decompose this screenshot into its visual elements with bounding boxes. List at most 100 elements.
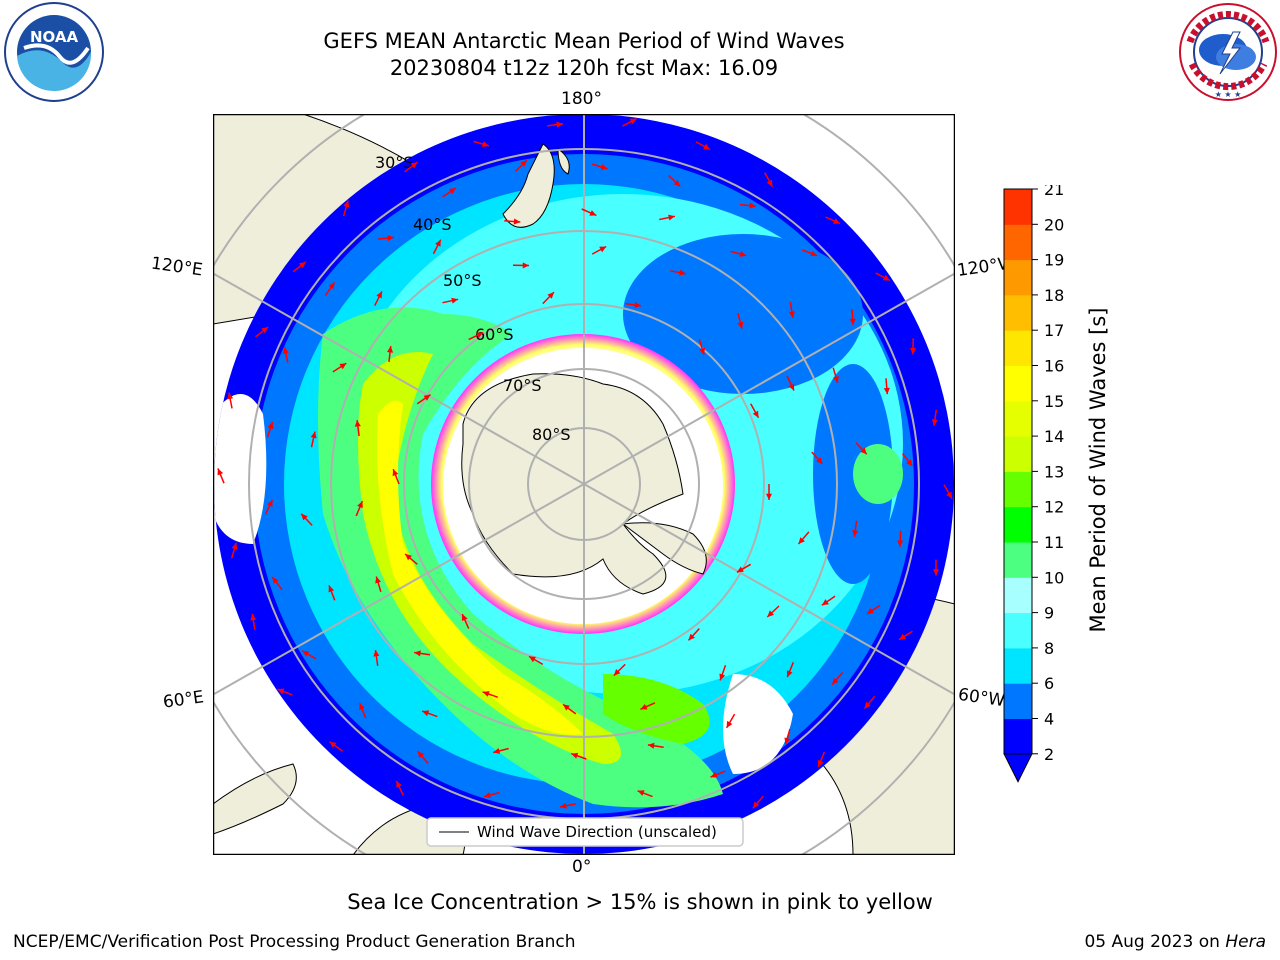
wind-arrow-head: [272, 577, 279, 584]
wind-arrow-head: [932, 569, 939, 576]
wind-arrow-head: [899, 633, 906, 640]
colorbar-segment: [1004, 647, 1032, 684]
lat-label-50s: 50°S: [443, 271, 482, 290]
svg-text:★ ★ ★: ★ ★ ★: [1215, 90, 1242, 99]
wind-arrow-head: [414, 650, 421, 657]
wind-arrow-head: [343, 200, 350, 208]
wind-arrows: [217, 117, 953, 809]
wind-arrow-head: [513, 218, 521, 225]
noaa-logo-text: NOAA: [30, 28, 79, 46]
wind-arrow-head: [422, 710, 430, 717]
wind-arrow-head: [897, 540, 904, 547]
wind-arrow-head: [547, 292, 554, 299]
wind-arrow-head: [387, 346, 394, 353]
footer-date-text: 05 Aug 2023 on: [1084, 932, 1226, 952]
wind-arrow-head: [749, 202, 756, 209]
wind-arrow-head: [329, 741, 337, 748]
wind-arrow-head: [766, 179, 773, 187]
colorbar-label: Mean Period of Wind Waves [s]: [1086, 307, 1110, 633]
wind-arrow-head: [261, 327, 269, 334]
wind-arrow-head: [302, 650, 310, 657]
wind-arrow-head: [522, 262, 529, 269]
colorbar-tick-label: 14: [1044, 427, 1064, 446]
lat-label-70s: 70°S: [503, 376, 542, 395]
colorbar-tick-label: 16: [1044, 357, 1064, 376]
wind-arrow-head: [339, 363, 347, 370]
wind-arrow-head: [710, 771, 718, 778]
wind-arrow-head: [821, 599, 829, 606]
wind-arrow-head: [784, 737, 791, 745]
wind-arrow-head: [520, 160, 527, 167]
wind-arrow-head: [767, 610, 774, 617]
wind-arrow-head: [435, 239, 441, 247]
wind-arrow-head: [752, 410, 759, 418]
colorbar-tick-label: 17: [1044, 321, 1064, 340]
wind-arrow-head: [910, 347, 916, 355]
wind-arrow-head: [882, 274, 890, 281]
colorbar-tick-label: 10: [1044, 568, 1064, 587]
wind-arrow-head: [267, 422, 274, 429]
colorbar-segment: [1004, 577, 1032, 614]
wind-arrow-head: [405, 553, 412, 561]
wind-arrow-head: [946, 491, 952, 499]
lat-label-30s: 30°S: [375, 153, 414, 172]
wind-arrow-head: [679, 269, 686, 276]
colorbar-tick-label: 21: [1044, 185, 1064, 199]
wind-arrow-head: [613, 669, 621, 676]
wind-arrow-head: [483, 792, 491, 798]
wind-arrow-head: [860, 447, 867, 455]
wind-arrow-head: [816, 457, 823, 464]
wind-arrow-head: [817, 759, 824, 767]
lat-label-60s: 60°S: [475, 325, 514, 344]
wind-arrow-head: [449, 188, 456, 194]
wind-arrow-head: [354, 420, 361, 427]
wind-arrow-head: [375, 576, 381, 584]
colorbar-segment: [1004, 436, 1032, 472]
wind-arrow-head: [299, 261, 306, 269]
colorbar-segment: [1004, 294, 1032, 331]
wind-arrow-head: [634, 301, 641, 308]
map-legend: Wind Wave Direction (unscaled): [426, 817, 744, 847]
footer-date: 05 Aug 2023 on Hera: [1084, 932, 1266, 952]
colorbar-tick-label: 15: [1044, 392, 1064, 411]
sea-ice-note: Sea Ice Concentration > 15% is shown in …: [347, 890, 933, 914]
wind-arrow-head: [766, 493, 772, 500]
wind-arrow-head: [852, 530, 859, 537]
chart-title: GEFS MEAN Antarctic Mean Period of Wind …: [323, 29, 845, 53]
wind-arrow-head: [396, 780, 402, 788]
colorbar-tick-label: 6: [1044, 674, 1054, 693]
wind-arrow-head: [849, 318, 856, 325]
noaa-logo: NOAA: [4, 2, 104, 102]
wind-arrow-head: [883, 387, 890, 395]
wind-arrow-head: [277, 688, 285, 695]
colorbar-tick-label: 13: [1044, 462, 1064, 481]
wind-arrow-head: [629, 118, 637, 125]
wind-arrow-head: [739, 251, 747, 257]
colorbar-segment: [1004, 542, 1032, 578]
wind-arrow-head: [931, 419, 938, 426]
wind-arrow-head: [786, 670, 793, 678]
colorbar-tick-label: 2: [1044, 745, 1054, 764]
colorbar-segment: [1004, 259, 1032, 296]
lon-label-60e: 60°E: [161, 687, 206, 713]
wind-arrow-head: [461, 614, 468, 621]
colorbar-tick-label: 8: [1044, 639, 1054, 658]
wind-arrow-head: [600, 164, 608, 170]
wind-arrow-head: [451, 297, 459, 304]
wind-arrow-head: [560, 802, 567, 809]
wind-arrow-head: [737, 321, 744, 329]
wind-arrow-head: [392, 469, 399, 477]
wind-arrow-head: [640, 704, 648, 710]
wind-arrow-head: [833, 376, 839, 383]
polar-map: 30°S 40°S 50°S 60°S 70°S 80°S Wind Wave …: [212, 113, 956, 856]
wind-arrow-head: [571, 752, 579, 759]
wind-arrow-head: [376, 291, 382, 299]
wind-arrow-head: [906, 459, 913, 467]
colorbar-tick-label: 9: [1044, 604, 1054, 623]
wind-arrow-head: [410, 162, 418, 169]
colorbar-segment: [1004, 189, 1032, 225]
wind-arrow-head: [493, 748, 501, 754]
wind-arrow-head: [647, 742, 655, 749]
wind-arrow-head: [282, 347, 289, 354]
colorbar-segment: [1004, 224, 1032, 261]
